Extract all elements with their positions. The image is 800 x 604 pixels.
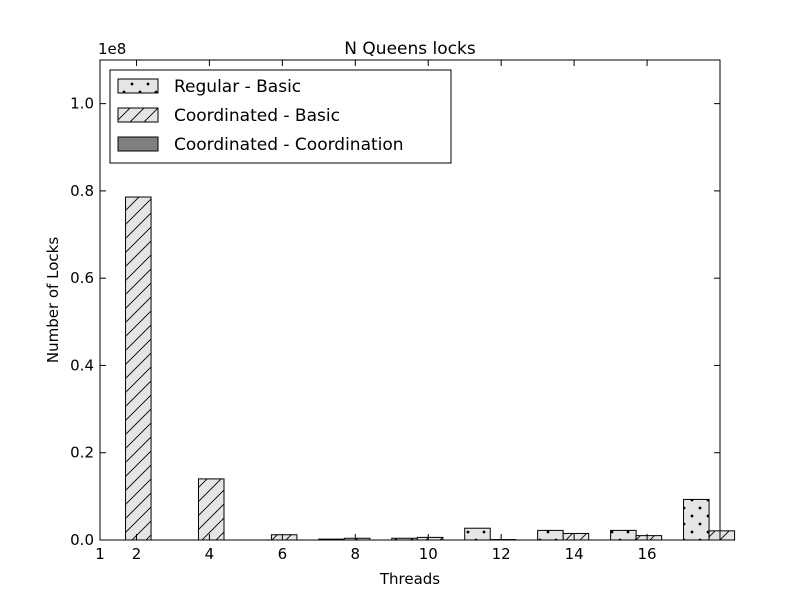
legend: Regular - Basic Coordinated - Basic Coor… (110, 70, 451, 163)
x-tick-label-4: 4 (205, 545, 215, 563)
y-tick-label-0.8: 0.8 (70, 182, 94, 200)
x-tick-label-8: 8 (351, 545, 361, 563)
y-tick-label-0.4: 0.4 (70, 356, 94, 374)
bar-coordinated-basic-3 (198, 479, 224, 540)
y-tick-label-0.6: 0.6 (70, 269, 94, 287)
x-tick-label-1: 1 (95, 545, 105, 563)
x-tick-label-12: 12 (492, 545, 511, 563)
x-tick-label-10: 10 (419, 545, 438, 563)
bars-layer (126, 197, 735, 540)
bar-coordinated-basic-17 (709, 531, 735, 540)
y-axis-label: Number of Locks (44, 237, 62, 363)
bar-regular-basic-15 (611, 530, 637, 540)
x-tick-label-2: 2 (132, 545, 142, 563)
x-tick-label-16: 16 (638, 545, 657, 563)
bar-coordinated-basic-15 (636, 536, 662, 540)
x-axis-label: Threads (379, 570, 440, 588)
legend-label-coordinated-basic: Coordinated - Basic (174, 106, 340, 126)
bar-coordinated-basic-5 (271, 535, 297, 540)
bar-regular-basic-17 (684, 499, 710, 540)
bar-coordinated-basic-1 (126, 197, 152, 540)
legend-label-regular-basic: Regular - Basic (174, 77, 301, 97)
legend-swatch-coordinated-coordination (118, 137, 158, 151)
legend-swatch-regular-basic (118, 79, 158, 93)
legend-swatch-coordinated-basic (118, 108, 158, 122)
x-tick-label-6: 6 (278, 545, 288, 563)
y-multiplier-label: 1e8 (98, 40, 126, 58)
legend-label-coordinated-coordination: Coordinated - Coordination (174, 135, 404, 155)
bar-coordinated-basic-13 (563, 533, 589, 540)
y-tick-label-1: 1.0 (70, 95, 94, 113)
bar-regular-basic-13 (538, 530, 564, 540)
y-tick-label-0.2: 0.2 (70, 444, 94, 462)
bar-regular-basic-11 (465, 528, 491, 540)
x-tick-label-14: 14 (565, 545, 584, 563)
y-tick-label-0: 0.0 (70, 531, 94, 549)
chart-title: N Queens locks (344, 39, 476, 59)
